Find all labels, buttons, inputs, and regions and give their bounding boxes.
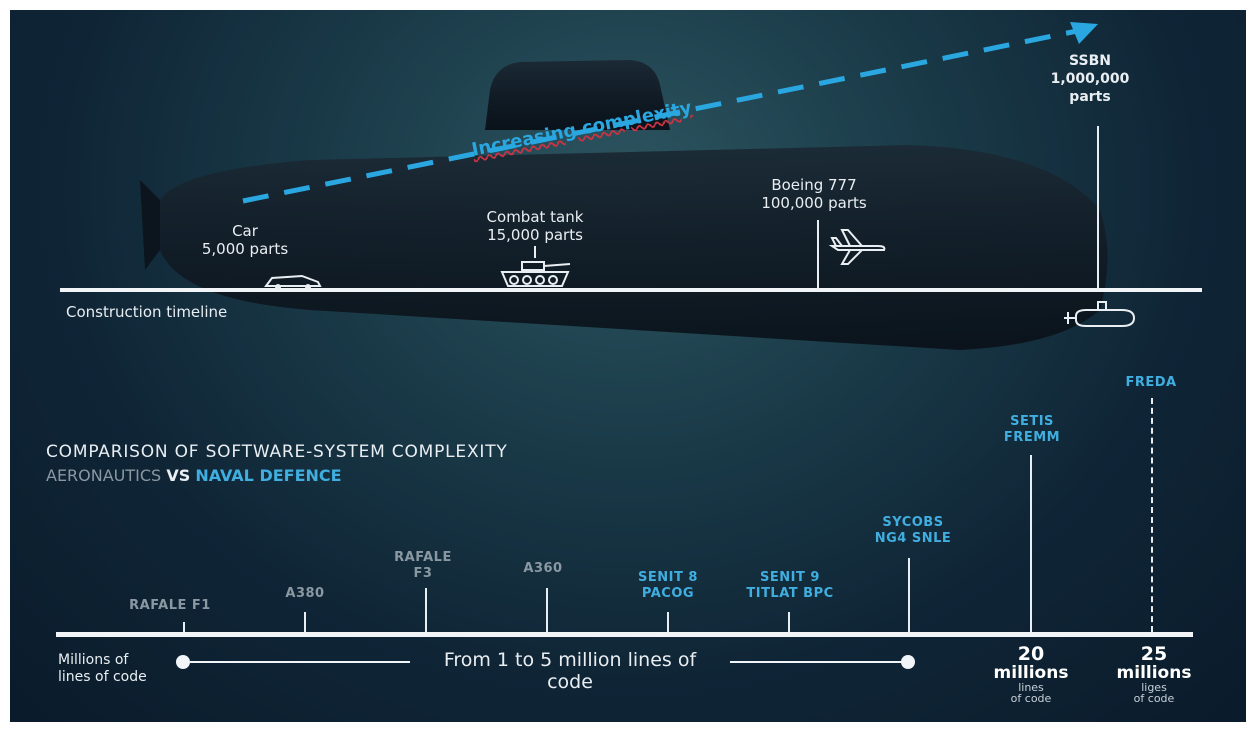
range-label-line1: From 1 to 5 million lines of (443, 649, 697, 671)
system-setis: SETIS FREMM (982, 414, 1082, 446)
milestone-car: Car 5,000 parts (170, 222, 320, 258)
marker-25-millions: 25 millions liges of code (1095, 644, 1213, 704)
construction-timeline-label: Construction timeline (66, 303, 228, 321)
boeing-tick (817, 220, 819, 290)
marker-25-number: 25 (1140, 643, 1168, 665)
milestone-car-name: Car (232, 222, 258, 240)
system-sycobs-line1: SYCOBS (882, 515, 944, 530)
range-end-dot (901, 655, 915, 669)
axis-caption-line2: lines of code (58, 669, 147, 685)
submarine-icon (1064, 301, 1136, 327)
milestone-boeing-777: Boeing 777 100,000 parts (734, 176, 894, 212)
marker-20-small-2: of code (1010, 692, 1052, 705)
tick-senit-9 (788, 612, 790, 632)
marker-25-unit: millions (1116, 663, 1192, 683)
tick-rafale-f3 (425, 588, 427, 632)
subtitle-vs: VS (166, 466, 191, 485)
tick-freda (1151, 398, 1153, 632)
complexity-trend-arrow (242, 22, 1098, 204)
milestone-ssbn-name: SSBN (1069, 53, 1111, 69)
system-a380: A380 (285, 586, 325, 601)
milestone-car-parts: 5,000 parts (201, 240, 289, 258)
system-setis-line1: SETIS (1010, 414, 1054, 429)
tick-a380 (304, 612, 306, 632)
milestone-ssbn: SSBN 1,000,000 parts (1010, 52, 1170, 106)
milestone-boeing-parts: 100,000 parts (761, 194, 867, 212)
milestone-boeing-name: Boeing 777 (771, 176, 857, 194)
marker-20-millions: 20 millions lines of code (972, 644, 1090, 704)
system-rafale-f3: RAFALE F3 (378, 550, 468, 582)
milestone-ssbn-parts-word: parts (1069, 89, 1111, 105)
milestone-tank-name: Combat tank (486, 208, 584, 226)
axis-caption: Millions of lines of code (58, 652, 147, 686)
system-sycobs: SYCOBS NG4 SNLE (858, 515, 968, 547)
marker-25-small-1: liges (1141, 681, 1167, 694)
car-icon (264, 274, 322, 290)
range-line-left (190, 661, 410, 663)
system-senit-8-line1: SENIT 8 (638, 570, 698, 585)
system-senit-8-line2: PACOG (641, 586, 695, 601)
system-senit-8: SENIT 8 PACOG (618, 570, 718, 602)
subtitle-aeronautics: AERONAUTICS (46, 466, 162, 485)
comparison-title: COMPARISON OF SOFTWARE-SYSTEM COMPLEXITY (46, 442, 508, 462)
tick-setis (1030, 455, 1032, 632)
axis-caption-line1: Millions of (58, 652, 129, 668)
system-freda: FREDA (1125, 375, 1177, 390)
marker-20-small-1: lines (1018, 681, 1044, 694)
ssbn-tick (1097, 126, 1099, 290)
system-rafale-f3-line2: F3 (413, 566, 433, 581)
comparison-subtitle: AERONAUTICS VS NAVAL DEFENCE (46, 466, 342, 485)
airplane-icon (828, 229, 886, 265)
tick-senit-8 (667, 612, 669, 632)
submarine-silhouette (140, 60, 1108, 350)
milestone-combat-tank: Combat tank 15,000 parts (460, 208, 610, 244)
system-senit-9: SENIT 9 TITLAT BPC (730, 570, 850, 602)
tank-tick (534, 246, 536, 258)
tank-icon (500, 261, 571, 287)
lines-of-code-axis (56, 632, 1193, 637)
milestone-ssbn-parts-number: 1,000,000 (1050, 71, 1130, 87)
subtitle-naval-defence: NAVAL DEFENCE (195, 466, 342, 485)
range-line-right (730, 661, 902, 663)
range-label: From 1 to 5 million lines of code (410, 649, 730, 693)
range-start-dot (176, 655, 190, 669)
marker-20-number: 20 (1017, 643, 1045, 665)
system-rafale-f1: RAFALE F1 (129, 598, 211, 613)
tick-a360 (546, 588, 548, 632)
system-senit-9-line1: SENIT 9 (760, 570, 820, 585)
milestone-tank-parts: 15,000 parts (487, 226, 583, 244)
marker-20-unit: millions (993, 663, 1069, 683)
range-label-line2: code (547, 671, 593, 693)
system-sycobs-line2: NG4 SNLE (874, 531, 952, 546)
system-rafale-f3-line1: RAFALE (394, 550, 452, 565)
system-setis-line2: FREMM (1003, 430, 1061, 445)
infographic-canvas: Increasing complexity Construction timel… (10, 10, 1246, 722)
marker-25-small-2: of code (1133, 692, 1175, 705)
system-senit-9-line2: TITLAT BPC (746, 586, 834, 601)
system-a360: A360 (523, 561, 563, 576)
tick-rafale-f1 (183, 622, 185, 632)
tick-sycobs (908, 558, 910, 632)
construction-timeline-axis (60, 288, 1202, 292)
